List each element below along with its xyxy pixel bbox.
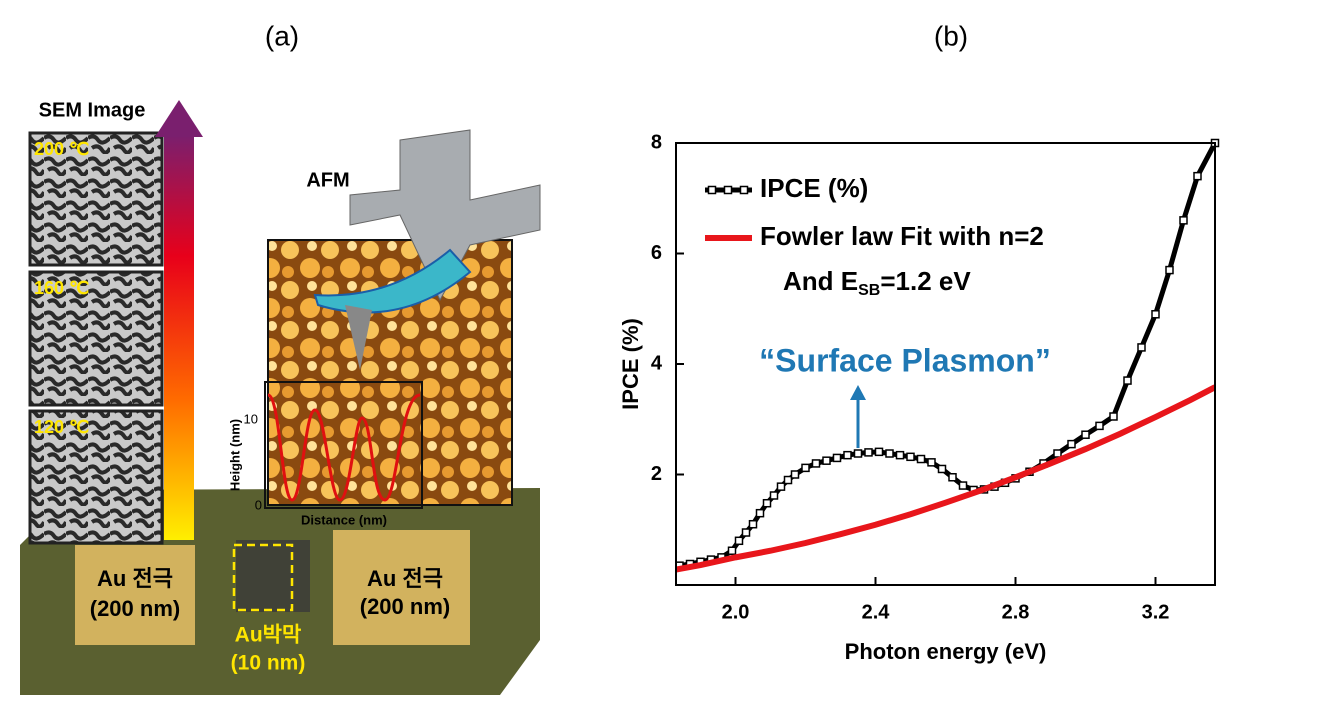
marker xyxy=(958,481,968,490)
marker xyxy=(783,475,793,485)
panel-a: (a) Au 전극 (200 nm) Au 전극 (200 nm) Au박막 (… xyxy=(20,20,541,695)
marker xyxy=(853,449,863,458)
marker xyxy=(1193,171,1202,181)
panel-b: (b) 2.0 2.4 2.8 3.2 2 4 6 8 Photon energy (eV) IP… xyxy=(618,20,1220,664)
marker xyxy=(906,452,915,462)
y-tick-label: 4 xyxy=(651,352,663,374)
marker xyxy=(769,491,779,500)
marker xyxy=(1179,216,1188,225)
electrode-label: Au 전극 xyxy=(367,566,443,591)
film-label: Au박막 xyxy=(235,624,302,647)
sem-image xyxy=(28,131,164,267)
afm-tick: 10 xyxy=(244,411,258,426)
marker xyxy=(874,447,884,457)
electrode xyxy=(75,545,195,645)
sem-image xyxy=(28,409,164,545)
temperature-arrow xyxy=(164,135,194,540)
annotation: “Surface Plasmon” xyxy=(759,342,1051,378)
marker xyxy=(776,482,786,491)
film-box xyxy=(232,543,294,612)
legend-marker xyxy=(723,185,733,195)
legend-marker xyxy=(707,185,717,195)
film-label: (10 nm) xyxy=(231,652,306,675)
x-axis-label: Photon energy (eV) xyxy=(845,639,1047,664)
x-tick-label: 2.8 xyxy=(1002,601,1030,623)
sem-image xyxy=(28,270,164,407)
electrode-label: Au 전극 xyxy=(97,566,173,591)
afm-axis-label: Distance (nm) xyxy=(301,512,387,527)
sem-temp: 160 ℃ xyxy=(34,278,89,298)
marker xyxy=(790,470,800,479)
marker xyxy=(1165,265,1174,275)
legend-label: IPCE (%) xyxy=(760,173,868,203)
electrode-label: (200 nm) xyxy=(360,594,450,619)
marker xyxy=(832,453,842,463)
marker xyxy=(727,546,737,555)
panel-label: (b) xyxy=(934,20,968,51)
marker xyxy=(885,449,894,458)
note-sub: SB xyxy=(858,282,880,299)
y-tick-label: 2 xyxy=(651,463,662,485)
marker xyxy=(1137,343,1146,352)
profile-box xyxy=(264,381,423,509)
marker xyxy=(1151,310,1160,319)
marker xyxy=(755,508,765,518)
marker xyxy=(864,448,873,457)
marker xyxy=(811,459,821,468)
marker xyxy=(801,463,810,473)
legend-label: Fowler law Fit with n=2 xyxy=(760,221,1044,251)
y-tick-label: 6 xyxy=(651,242,662,264)
marker xyxy=(1123,376,1132,385)
sem-title: SEM Image xyxy=(39,99,146,121)
marker xyxy=(1095,421,1104,431)
marker xyxy=(1067,439,1076,449)
afm-image xyxy=(267,239,513,506)
x-tick-label: 3.2 xyxy=(1142,601,1170,623)
y-axis-label: IPCE (%) xyxy=(618,318,643,410)
panel-label: (a) xyxy=(265,20,299,51)
note-text: =1.2 eV xyxy=(880,266,971,296)
series-line xyxy=(676,384,1215,573)
electrode-label: (200 nm) xyxy=(90,596,180,621)
sem-temp: 120 ℃ xyxy=(34,417,89,437)
marker xyxy=(916,454,926,464)
marker xyxy=(843,450,852,460)
afm-title: AFM xyxy=(306,169,349,191)
marker xyxy=(1053,449,1062,458)
afm-axis-label: Height (nm) xyxy=(227,419,242,491)
marker xyxy=(1109,412,1118,421)
marker xyxy=(895,450,905,460)
afm-tick: 0 xyxy=(255,497,262,512)
arrow-head xyxy=(155,100,203,137)
arrow-head xyxy=(850,385,866,400)
film xyxy=(236,540,310,612)
y-tick-label: 8 xyxy=(651,131,662,153)
marker xyxy=(948,473,957,482)
x-tick-label: 2.4 xyxy=(862,601,891,623)
sem-temp: 200 ℃ xyxy=(34,139,89,159)
marker xyxy=(741,528,751,537)
marker xyxy=(1081,430,1090,439)
marker xyxy=(822,456,831,465)
marker xyxy=(734,536,744,546)
marker xyxy=(927,458,936,467)
marker xyxy=(748,519,758,529)
x-tick-label: 2.0 xyxy=(722,601,750,623)
height-profile xyxy=(267,393,421,502)
legend-marker xyxy=(739,185,749,195)
tip xyxy=(345,305,372,370)
electrode xyxy=(333,530,470,645)
plot-frame xyxy=(675,142,1216,586)
legend-note: And ESB=1.2 eV xyxy=(783,266,971,299)
marker xyxy=(762,498,772,508)
marker xyxy=(937,464,947,474)
note-text: And E xyxy=(783,266,858,296)
